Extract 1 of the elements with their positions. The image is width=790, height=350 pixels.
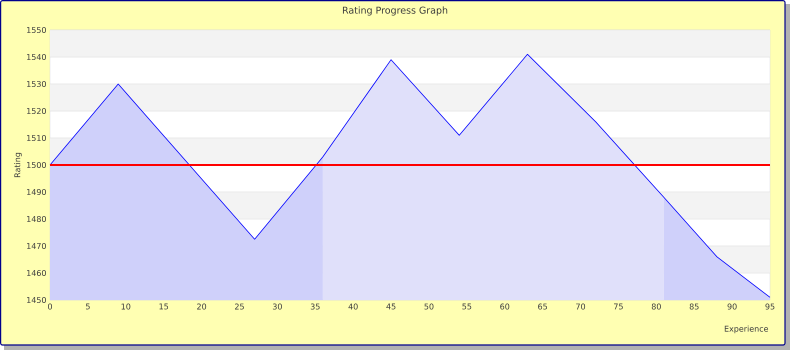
chart-title: Rating Progress Graph: [342, 6, 448, 16]
